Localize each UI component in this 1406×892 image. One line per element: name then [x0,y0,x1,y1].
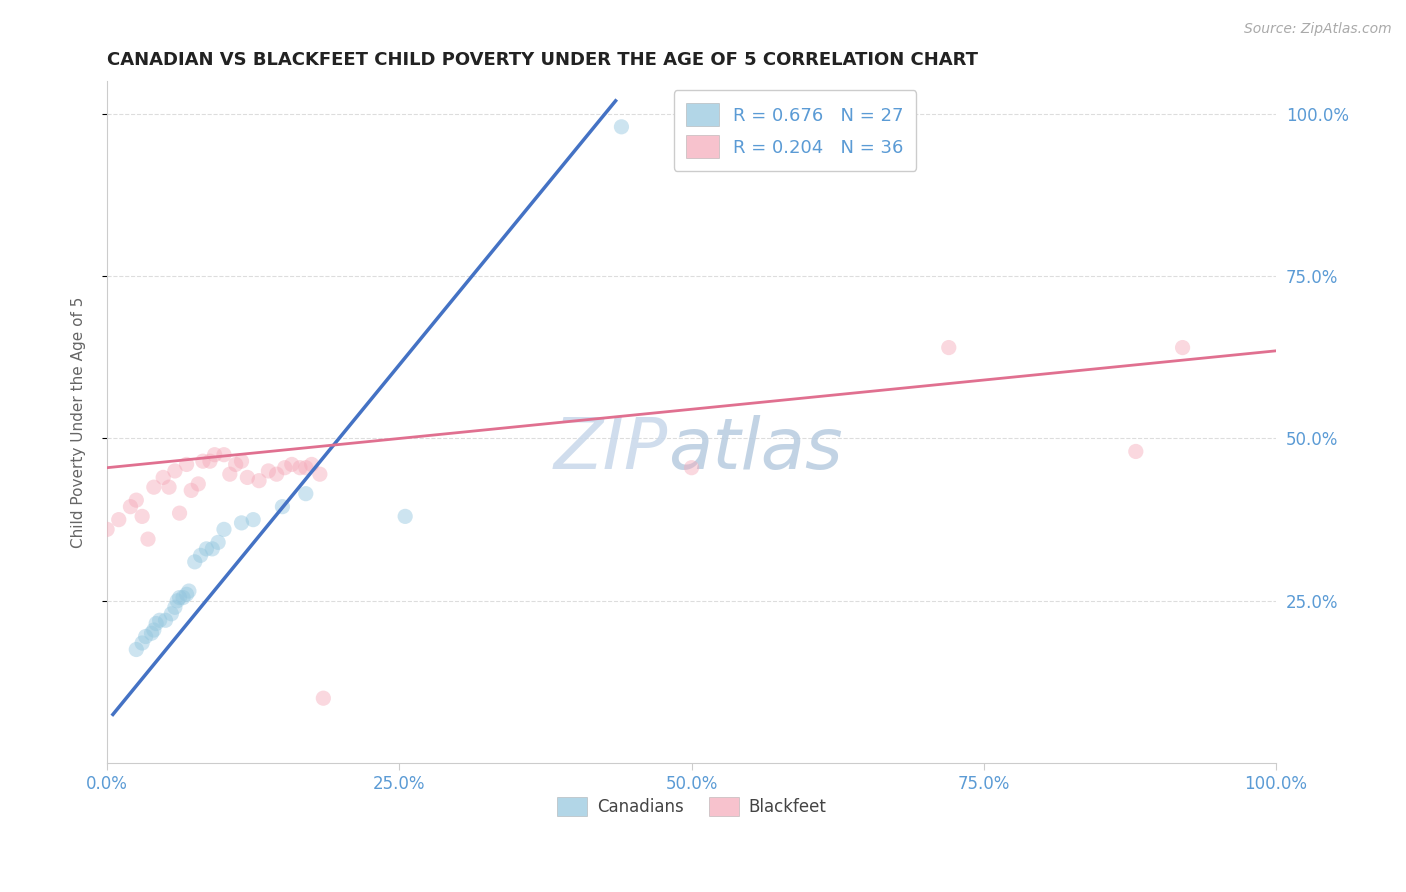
Point [610,120,633,134]
Point [96,522,118,536]
Text: Source: ZipAtlas.com: Source: ZipAtlas.com [1244,22,1392,37]
Point [125,642,148,657]
Point [295,460,318,475]
Point [394,509,416,524]
Point [176,458,198,472]
Point [242,513,264,527]
Point [184,555,207,569]
Point [160,607,183,621]
Point [136,532,159,546]
Point [231,454,253,468]
Point [190,549,212,563]
Text: CANADIAN VS BLACKFEET CHILD POVERTY UNDER THE AGE OF 5 CORRELATION CHART: CANADIAN VS BLACKFEET CHILD POVERTY UNDE… [107,51,979,69]
Point [236,470,259,484]
Point [308,467,330,482]
Point [125,493,148,508]
Point [131,636,153,650]
Point [295,486,318,500]
Point [141,626,163,640]
Point [142,623,165,637]
Point [177,584,200,599]
Point [271,500,294,514]
Point [191,454,214,468]
Point [312,691,335,706]
Point [281,458,304,472]
Point [187,477,209,491]
Point [266,467,288,482]
Point [288,460,311,475]
Point [1125,444,1147,458]
Point [157,480,180,494]
Point [152,470,174,484]
Point [176,587,198,601]
Text: ZIP: ZIP [554,415,668,484]
Point [201,541,224,556]
Point [131,509,153,524]
Point [195,541,218,556]
Point [938,341,960,355]
Point [212,448,235,462]
Point [204,448,226,462]
Point [1171,341,1194,355]
Y-axis label: Child Poverty Under the Age of 5: Child Poverty Under the Age of 5 [72,296,86,548]
Point [198,454,221,468]
Point [247,474,270,488]
Point [274,460,297,475]
Point [169,591,191,605]
Point [207,535,229,549]
Point [120,500,142,514]
Point [166,594,188,608]
Point [225,458,247,472]
Point [107,513,129,527]
Point [218,467,240,482]
Point [169,506,191,520]
Point [681,460,703,475]
Point [145,616,167,631]
Point [301,458,323,472]
Point [172,591,194,605]
Point [155,613,177,627]
Point [212,522,235,536]
Point [142,480,165,494]
Point [163,600,186,615]
Point [135,630,157,644]
Point [180,483,202,498]
Text: atlas: atlas [668,415,842,484]
Point [163,464,186,478]
Legend: Canadians, Blackfeet: Canadians, Blackfeet [550,790,834,823]
Point [149,613,172,627]
Point [231,516,253,530]
Point [257,464,280,478]
